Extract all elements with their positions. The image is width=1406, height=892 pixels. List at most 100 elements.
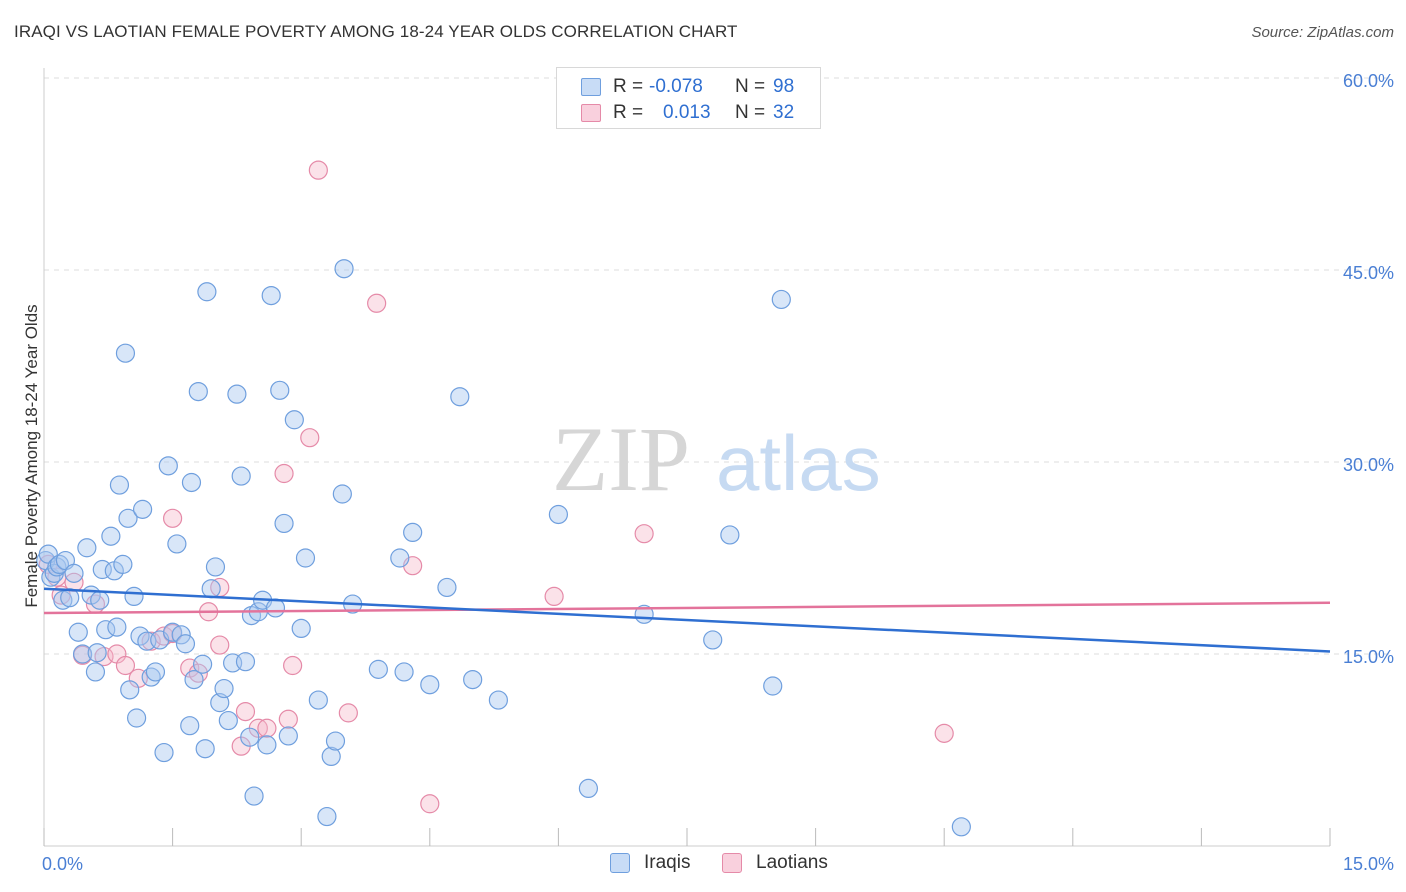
laotian-point (934, 723, 954, 743)
laotian-point (300, 428, 320, 448)
laotian-point (235, 701, 256, 722)
iraqi-point (167, 534, 187, 554)
iraqi-point (115, 343, 136, 363)
iraqi-point (332, 484, 352, 504)
iraqi-point (261, 286, 281, 306)
iraqi-point (132, 499, 153, 519)
iraqi-point (265, 598, 286, 618)
legend-r-label: R = (613, 76, 644, 97)
iraqi-point (193, 654, 213, 674)
iraqi-point (308, 690, 328, 710)
iraqi-point (334, 259, 354, 279)
iraqis-legend-label: Iraqis (644, 852, 691, 873)
laotian-point (338, 703, 358, 723)
iraqi-point (180, 716, 200, 736)
iraqi-point (450, 387, 470, 407)
laotians-legend-swatch (722, 853, 742, 873)
iraqi-point (437, 577, 457, 598)
iraqi-point (227, 384, 247, 404)
iraqi-point (235, 652, 256, 672)
iraqi-point (231, 466, 251, 486)
laotian-trend-line (43, 601, 1331, 615)
laotian-point (257, 718, 277, 738)
laotian-point (115, 655, 136, 676)
iraqi-point (158, 456, 178, 476)
legend-n-value: 32 (773, 102, 795, 123)
iraqi-point (107, 617, 127, 637)
iraqi-point (463, 669, 483, 690)
y-axis-title: Female Poverty Among 18-24 Year Olds (22, 304, 41, 607)
iraqis-swatch (581, 78, 601, 96)
iraqi-point (771, 289, 791, 310)
iraqi-point (403, 522, 423, 543)
iraqi-point (113, 554, 133, 575)
iraqi-point (154, 742, 174, 763)
trend-lines (43, 587, 1331, 653)
iraqi-point (321, 746, 341, 767)
iraqi-point (68, 622, 88, 642)
iraqi-point (420, 675, 440, 695)
iraqi-point (120, 680, 140, 700)
iraqi-point (317, 806, 337, 827)
x-tick-label-min: 0.0% (42, 854, 83, 874)
iraqi-point (126, 708, 147, 728)
laotian-point (634, 524, 654, 544)
iraqi-point (124, 586, 144, 607)
legend-r-value: -0.078 (649, 76, 703, 97)
iraqi-point (72, 644, 93, 664)
laotian-point (210, 635, 230, 655)
watermark: ZIP atlas (552, 408, 881, 510)
iraqi-trend-line (43, 587, 1331, 653)
laotians-swatch (581, 104, 601, 122)
laotian-point (367, 293, 387, 313)
legend-n-label: N = (735, 102, 766, 123)
iraqi-point (284, 410, 304, 430)
laotian-point (274, 463, 294, 484)
iraqi-point (87, 643, 107, 663)
iraqi-point (90, 590, 110, 610)
y-tick-label: 30.0% (1343, 455, 1394, 475)
laotian-point (420, 794, 440, 814)
iraqi-point (763, 676, 783, 696)
iraqi-point (175, 634, 196, 654)
laotian-point (283, 655, 303, 676)
y-tick-label: 60.0% (1343, 71, 1394, 91)
iraqi-point (394, 662, 414, 682)
iraqi-point (205, 557, 226, 577)
iraqi-point (578, 778, 599, 799)
iraqi-point (201, 579, 221, 599)
laotian-point (544, 586, 564, 607)
laotian-point (278, 709, 298, 729)
y-tick-label: 15.0% (1343, 647, 1394, 667)
iraqi-point (101, 526, 121, 546)
laotian-point (308, 160, 328, 180)
iraqi-point (244, 786, 264, 806)
laotians-legend-label: Laotians (756, 852, 828, 873)
iraqi-point (181, 472, 202, 493)
iraqi-point (278, 726, 298, 746)
iraqi-point (195, 739, 215, 759)
iraqi-point (184, 669, 204, 690)
iraqi-point (145, 662, 166, 682)
laotian-point (163, 508, 183, 528)
iraqi-point (257, 735, 277, 755)
iraqi-point (171, 625, 191, 645)
iraqi-point (325, 731, 346, 751)
source-label: Source: ZipAtlas.com (1251, 24, 1394, 41)
iraqi-point (240, 727, 260, 747)
legend-r-label: R = (613, 102, 644, 123)
iraqi-point (214, 678, 234, 699)
iraqi-point (291, 618, 311, 639)
iraqi-point (488, 690, 508, 710)
grid-layer (44, 77, 1392, 655)
iraqi-point (703, 630, 723, 650)
iraqi-points (36, 259, 971, 837)
x-tick-label-max: 15.0% (1343, 854, 1394, 874)
axis-layer: 15.0% 30.0% 45.0% 60.0% (43, 68, 1394, 847)
legend-n-label: N = (735, 76, 766, 97)
iraqi-point (368, 659, 388, 679)
watermark-zip: ZIP (552, 408, 690, 510)
y-tick-label: 45.0% (1343, 263, 1394, 283)
iraqi-point (118, 508, 138, 528)
